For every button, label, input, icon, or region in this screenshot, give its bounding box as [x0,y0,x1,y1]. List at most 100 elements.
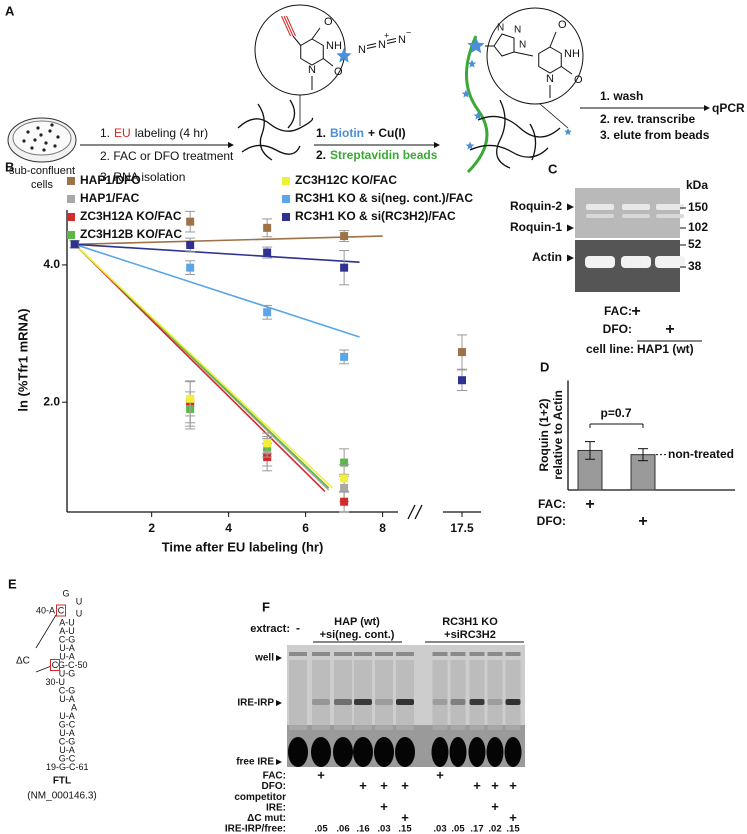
cell: + [359,778,367,793]
atom: N [514,25,521,36]
fit-line [74,243,326,492]
data-point [340,458,349,467]
free-probe [311,737,331,767]
cell: .02 [488,824,501,834]
line [560,66,573,75]
nucleotide: U-A [59,643,75,653]
cell: + [380,778,388,793]
cell: .16 [356,824,369,834]
complex-band [469,699,485,705]
nucleotide: G-C-50 [58,660,88,670]
data-point [340,352,349,361]
atom: O [558,19,567,31]
free-probe [374,737,394,767]
free-probe [486,737,504,767]
rna-strand [477,115,561,138]
arrow-head [276,655,282,661]
nucleotide: C [52,660,59,670]
cell: .15 [506,824,520,834]
band [586,214,614,218]
nucleotide: A-U [59,617,75,627]
readout: qPCR [712,101,745,115]
well-band [396,652,414,656]
nucleotide: A [71,702,77,712]
atom: O [324,16,333,28]
legend-swatch [67,177,75,185]
line [549,31,557,48]
dish-inner [12,120,72,156]
free-probe [431,737,449,767]
bond [366,46,377,49]
blot-top [575,188,680,238]
band-label: Actin [532,250,562,264]
annotation: p=0.7 [600,406,631,420]
well-band [375,652,393,656]
text-part: EU [114,126,131,140]
nucleotide: G-C [59,719,76,729]
step-text: 3. elute from beads [600,128,710,142]
legend-label: ZC3H12B KO/FAC [80,227,182,241]
panel-label: F [262,599,270,614]
cell-line: HAP1 (wt) [637,342,694,356]
free-probe [468,737,486,767]
cell-dot [39,133,43,137]
data-point [186,263,195,272]
cell: + [509,810,517,825]
free-probe [333,737,353,767]
step-text: 2. FAC or DFO treatment [100,149,234,163]
legend-swatch [282,213,290,221]
well-band [469,652,485,656]
band [622,204,650,210]
cell: .05 [451,824,465,834]
complex-band [432,699,448,705]
line [539,103,569,129]
data-point [263,248,272,257]
cell: + [638,513,647,530]
group-label: HAP (wt) [334,616,380,628]
complex-band [450,699,466,705]
x-tick-label: 17.5 [450,521,474,535]
nucleotide: U-A [59,711,75,721]
cell: .15 [398,824,412,834]
rna-strand [496,99,511,169]
nucleotide: G-C [59,753,76,763]
arrow-head [228,142,234,148]
nucleotide: U-A [59,745,75,755]
line [322,58,334,67]
unit-label: kDa [686,178,708,192]
row-label: FAC: [604,304,632,318]
data-point [70,240,79,249]
data-point [340,474,349,483]
star [336,48,352,63]
fit-line [74,243,360,338]
accession: (NM_000146.3) [27,791,96,802]
band-label: IRE-IRP [237,698,274,709]
legend-label: HAP1/DFO [80,173,141,187]
atom: N [398,34,406,46]
text-part: 1. [100,126,110,140]
nucleotide: C-G [59,685,76,695]
star [473,111,483,120]
alkyne-bond [281,15,291,37]
cell: + [473,778,481,793]
nucleotide: 30-U [45,677,65,687]
band [656,214,684,218]
well-band [354,652,372,656]
band-label: Roquin-2 [510,199,562,213]
free-probe [504,737,522,767]
arrow-head [434,142,440,148]
cell-dot [44,141,48,145]
cell: + [491,778,499,793]
fit-line [74,243,334,489]
charge: − [406,27,411,37]
text-part: Streptavidin beads [330,148,438,162]
panel-label: E [8,576,17,591]
row-label: competitor [234,792,286,803]
arrow-head [704,105,710,111]
smear [450,660,466,730]
x-tick-label: 4 [225,521,232,535]
y-tick-label: 2.0 [43,394,60,408]
nucleotide: 40-A [36,605,55,615]
arrow-head [276,700,282,706]
free-probe [288,737,308,767]
